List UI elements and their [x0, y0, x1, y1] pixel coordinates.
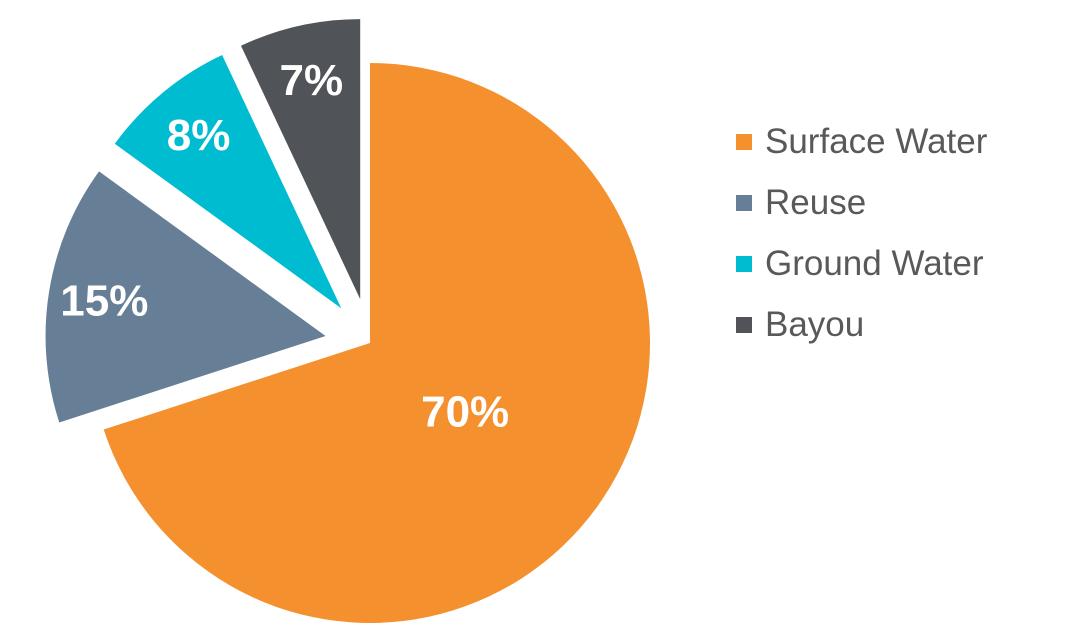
- legend-swatch-surface-water: [736, 133, 752, 150]
- legend-label-surface-water: Surface Water: [765, 121, 988, 161]
- pie-slice-bayou: [240, 19, 361, 300]
- data-label-bayou: 7%: [280, 56, 344, 105]
- pie-chart: 70% 15% 8% 7%: [45, 19, 650, 623]
- pie-slices: [45, 19, 650, 623]
- legend-swatch-reuse: [736, 194, 752, 211]
- pie-slice-ground-water: [114, 54, 342, 309]
- legend-item-surface-water: Surface Water: [736, 111, 987, 172]
- legend-swatch-ground-water: [736, 255, 752, 272]
- legend-item-ground-water: Ground Water: [736, 233, 987, 294]
- legend-item-bayou: Bayou: [736, 294, 987, 355]
- data-label-surface-water: 70%: [421, 388, 509, 437]
- legend-label-reuse: Reuse: [765, 182, 867, 222]
- pie-labels: 70% 15% 8% 7%: [60, 56, 509, 437]
- legend-label-bayou: Bayou: [765, 304, 865, 344]
- legend-label-ground-water: Ground Water: [765, 243, 984, 283]
- legend: Surface Water Reuse Ground Water Bayou: [736, 111, 987, 355]
- pie-slice-reuse: [45, 171, 326, 423]
- pie-slice-surface-water: [103, 63, 650, 623]
- legend-item-reuse: Reuse: [736, 172, 987, 233]
- data-label-ground-water: 8%: [167, 111, 231, 160]
- legend-swatch-bayou: [736, 316, 752, 333]
- data-label-reuse: 15%: [60, 276, 148, 325]
